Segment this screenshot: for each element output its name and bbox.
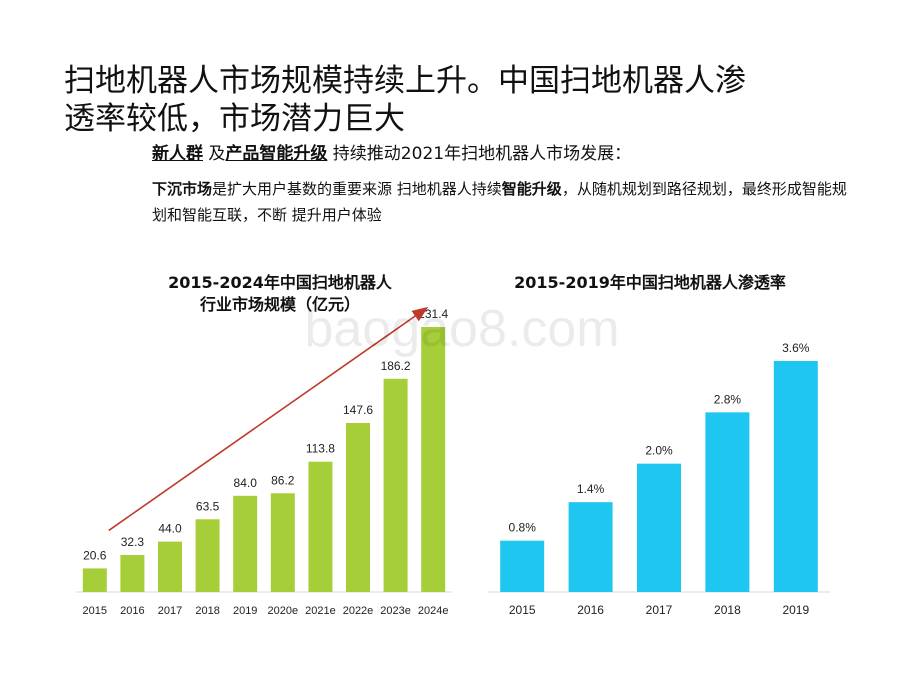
bar-2023e xyxy=(383,378,408,592)
tick-label-2019: 2019 xyxy=(782,603,809,617)
bar-2016 xyxy=(120,555,145,592)
bar-2019 xyxy=(233,495,258,592)
market-size-chart-title: 2015-2024年中国扫地机器人 行业市场规模（亿元） xyxy=(130,272,430,316)
data-label-2023e: 186.2 xyxy=(381,359,411,373)
data-label-2022e: 147.6 xyxy=(343,403,373,417)
body-paragraph: 下沉市场是扩大用户基数的重要来源 扫地机器人持续智能升级，从随机规划到路径规划，… xyxy=(152,176,852,228)
data-label-2021e: 113.8 xyxy=(306,442,335,456)
tick-label-2020e: 2020e xyxy=(268,605,299,617)
tick-label-2018: 2018 xyxy=(714,603,741,617)
body-smart-upgrade: 智能升级 xyxy=(501,180,562,198)
bar-2017 xyxy=(158,541,182,592)
subtitle-and: 及 xyxy=(203,144,226,164)
bar-2019 xyxy=(773,361,818,592)
tick-label-2024e: 2024e xyxy=(418,605,449,617)
chart-title-line: 2015-2019年中国扫地机器人渗透率 xyxy=(514,273,786,292)
tick-label-2018: 2018 xyxy=(195,605,219,617)
bar-2022e xyxy=(346,422,370,592)
bar-2015 xyxy=(500,540,545,592)
bar-2018 xyxy=(195,519,220,592)
data-label-2019: 3.6% xyxy=(782,341,810,355)
bar-2024e xyxy=(421,327,446,592)
data-label-2016: 1.4% xyxy=(577,482,605,496)
penetration-chart-title: 2015-2019年中国扫地机器人渗透率 xyxy=(480,272,820,294)
subtitle-upgrade: 产品智能升级 xyxy=(225,144,328,164)
tick-label-2023e: 2023e xyxy=(380,605,411,617)
bar-2018 xyxy=(705,412,750,592)
data-label-2017: 2.0% xyxy=(645,444,673,458)
bar-2021e xyxy=(308,461,333,592)
bar-2017 xyxy=(637,463,681,592)
data-label-2018: 2.8% xyxy=(714,392,742,406)
page-title: 扫地机器人市场规模持续上升。中国扫地机器人渗透率较低，市场潜力巨大 xyxy=(64,62,764,138)
data-label-2018: 63.5 xyxy=(196,499,220,513)
data-label-2015: 0.8% xyxy=(509,521,537,535)
chart-title-line: 2015-2024年中国扫地机器人 xyxy=(168,273,392,292)
data-label-2015: 20.6 xyxy=(83,548,107,562)
tick-label-2016: 2016 xyxy=(577,603,604,617)
body-sinking-market: 下沉市场 xyxy=(152,180,213,198)
data-label-2024e: 231.4 xyxy=(418,307,448,321)
tick-label-2017: 2017 xyxy=(158,605,182,617)
bar-2020e xyxy=(270,493,295,592)
tick-label-2022e: 2022e xyxy=(343,605,374,617)
tick-label-2015: 2015 xyxy=(509,603,536,617)
subtitle: 新人群 及产品智能升级 持续推动2021年扫地机器人市场发展： xyxy=(152,142,852,166)
tick-label-2016: 2016 xyxy=(120,605,144,617)
subtitle-new-crowd: 新人群 xyxy=(152,144,203,164)
tick-label-2019: 2019 xyxy=(233,605,257,617)
tick-label-2017: 2017 xyxy=(646,603,673,617)
bar-2016 xyxy=(568,502,613,592)
page-title-text: 扫地机器人市场规模持续上升。中国扫地机器人渗透率较低，市场潜力巨大 xyxy=(64,63,746,137)
body-part-b: 是扩大用户基数的重要来源 扫地机器人持续 xyxy=(212,180,502,198)
tick-label-2021e: 2021e xyxy=(305,605,336,617)
data-label-2016: 32.3 xyxy=(121,535,145,549)
trend-arrow xyxy=(108,306,429,532)
tick-label-2015: 2015 xyxy=(83,605,107,617)
bar-2015 xyxy=(82,568,107,592)
data-label-2020e: 86.2 xyxy=(271,473,295,487)
chart-title-line: 行业市场规模（亿元） xyxy=(199,295,360,314)
subtitle-rest: 持续推动2021年扫地机器人市场发展： xyxy=(327,144,632,164)
body-part-d: ，从随机规划到路径规划，最终形成智能规划和智能互联，不断 提升用户体验 xyxy=(152,180,847,224)
data-label-2019: 84.0 xyxy=(234,476,258,490)
data-label-2017: 44.0 xyxy=(158,522,182,536)
